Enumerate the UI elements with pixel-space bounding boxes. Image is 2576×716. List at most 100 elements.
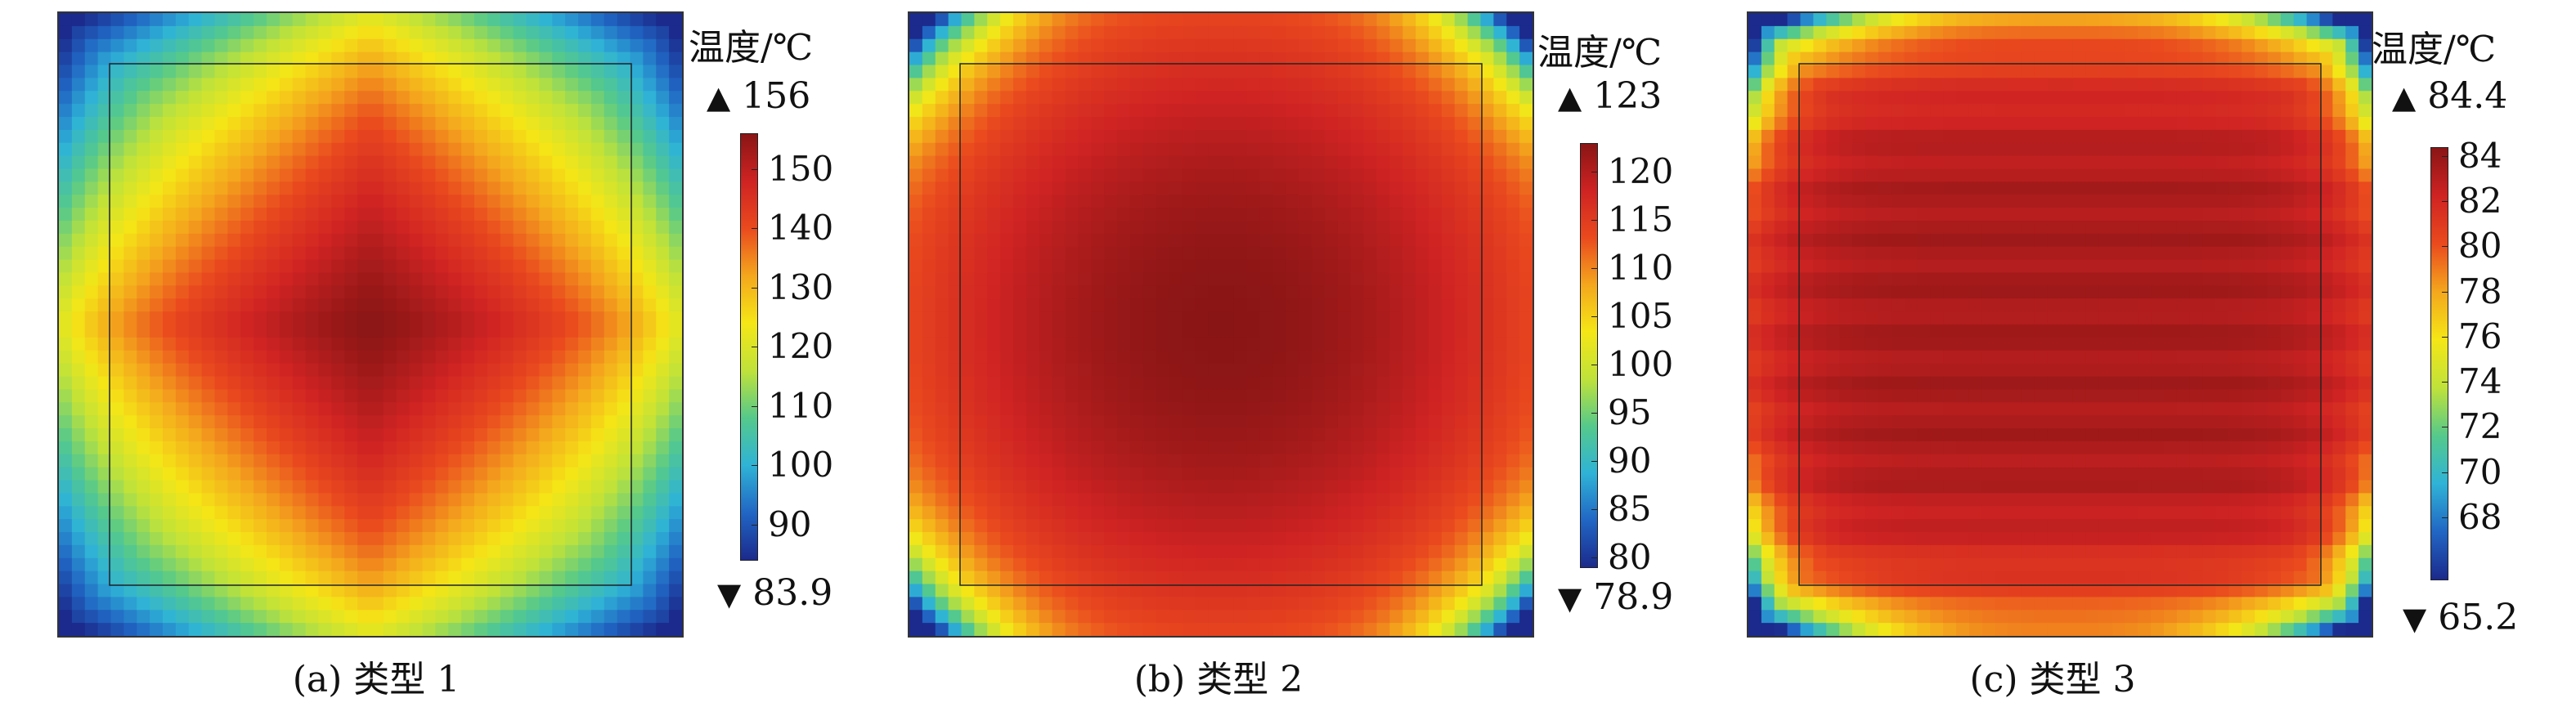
heatmap-cell [1363,142,1378,157]
heatmap-cell [1195,221,1209,235]
heatmap-cell [461,571,475,585]
heatmap-cell [292,597,307,611]
heatmap-cell [1467,104,1482,118]
heatmap-cell [1052,493,1066,507]
heatmap-cell [357,233,371,248]
heatmap-cell [292,584,307,597]
heatmap-cell [97,480,112,494]
heatmap-cell [150,363,164,378]
heatmap-cell [656,428,670,442]
heatmap-cell [1065,337,1079,351]
heatmap-cell [84,311,99,325]
heatmap-cell [1493,91,1507,105]
heatmap-cell [1761,129,1775,144]
heatmap-cell [1259,272,1274,286]
heatmap-cell [396,65,411,78]
heatmap-cell [1480,441,1494,455]
heatmap-cell [526,311,540,325]
heatmap-cell [318,376,332,390]
heatmap-cell [254,519,267,533]
heatmap-cell [935,104,949,118]
heatmap-cell [1519,441,1533,455]
heatmap-cell [539,557,553,572]
heatmap-cell [97,597,112,611]
heatmap-cell [214,117,228,131]
heatmap-cell [669,51,682,66]
heatmap-cell [1000,285,1014,299]
heatmap-cell [1208,13,1222,27]
heatmap-cell [526,78,540,92]
heatmap-cell [643,65,657,78]
heatmap-cell [1142,117,1157,131]
heatmap-cell [396,78,411,92]
heatmap-cell [84,285,99,299]
heatmap-cell [590,480,605,494]
heatmap-cell [305,298,320,312]
heatmap-cell [1376,78,1390,92]
heatmap-cell [150,415,164,429]
heatmap-cell [656,117,670,131]
heatmap-cell [1208,78,1222,92]
heatmap-cell [669,532,682,546]
heatmap-cell [97,181,112,195]
heatmap-cell [344,142,358,157]
heatmap-cell [1826,246,1840,261]
heatmap-cell [1000,337,1014,351]
heatmap-cell [1246,155,1261,170]
heatmap-cell [97,376,112,390]
heatmap-cell [370,285,384,299]
heatmap-cell [227,532,241,546]
heatmap-cell [448,584,462,597]
heatmap-cell [1813,493,1827,507]
heatmap-cell [909,454,923,468]
heatmap-cell [500,208,514,222]
heatmap-cell [1195,13,1209,27]
heatmap-cell [1272,402,1286,416]
heatmap-cell [1402,376,1416,390]
heatmap-cell [59,13,73,27]
heatmap-cell [1493,376,1507,390]
heatmap-cell [604,506,618,520]
heatmap-cell [1039,221,1053,235]
heatmap-cell [137,402,150,416]
heatmap-cell [188,571,203,585]
heatmap-cell [974,467,988,481]
heatmap-cell [1376,38,1390,53]
heatmap-cell [974,259,988,274]
heatmap-cell [1429,480,1443,494]
heatmap-cell [1182,350,1196,365]
heatmap-cell [474,610,488,624]
heatmap-cell [604,117,618,131]
heatmap-cell [565,544,579,559]
heatmap-cell [1429,389,1443,403]
heatmap-cell [1169,51,1183,66]
heatmap-cell [1182,324,1196,338]
heatmap-cell [1259,311,1274,325]
heatmap-cell [1787,454,1802,468]
heatmap-cell [1025,298,1040,312]
heatmap-cell [318,142,332,157]
heatmap-cell [201,428,216,442]
heatmap-cell [656,467,670,481]
heatmap-cell [1039,467,1053,481]
heatmap-cell [1091,480,1105,494]
heatmap-cell [1402,168,1416,182]
heatmap-cell [552,78,566,92]
heatmap-cell [1441,467,1456,481]
heatmap-cell [974,506,988,520]
heatmap-cell [1813,246,1827,261]
heatmap-cell [539,467,553,481]
heatmap-cell [1299,298,1313,312]
heatmap-cell [1402,571,1416,585]
heatmap-cell [435,415,449,429]
heatmap-cell [137,623,150,636]
heatmap-cell [1337,584,1352,597]
heatmap-cell [357,441,371,455]
heatmap-cell [240,91,254,105]
heatmap-cell [961,337,975,351]
heatmap-cell [552,181,566,195]
heatmap-cell [487,272,501,286]
heatmap-cell [1065,65,1079,78]
heatmap-cell [1156,233,1170,248]
heatmap-cell [474,532,488,546]
